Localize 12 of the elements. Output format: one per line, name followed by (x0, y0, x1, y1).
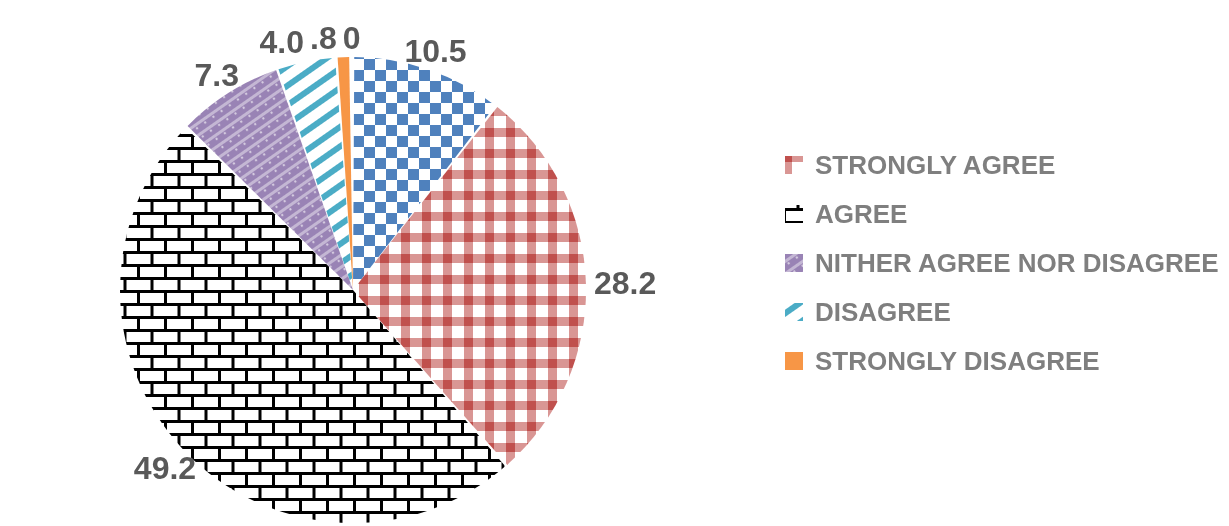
legend-label: STRONGLY AGREE (815, 150, 1056, 181)
text: 0 (342, 19, 361, 56)
legend-label: AGREE (815, 199, 908, 230)
data-label: 10.5 (404, 32, 467, 69)
legend-label: NITHER AGREE NOR DISAGREE (815, 248, 1219, 279)
data-label: 4.0 (259, 24, 305, 61)
data-label: 49.2 (133, 449, 197, 486)
legend-label: STRONGLY DISAGREE (815, 346, 1100, 377)
data-label: 28.2 (593, 265, 657, 302)
legend-label: DISAGREE (815, 297, 951, 328)
data-label: .8 (310, 19, 337, 56)
data-label: 7.3 (194, 56, 240, 93)
